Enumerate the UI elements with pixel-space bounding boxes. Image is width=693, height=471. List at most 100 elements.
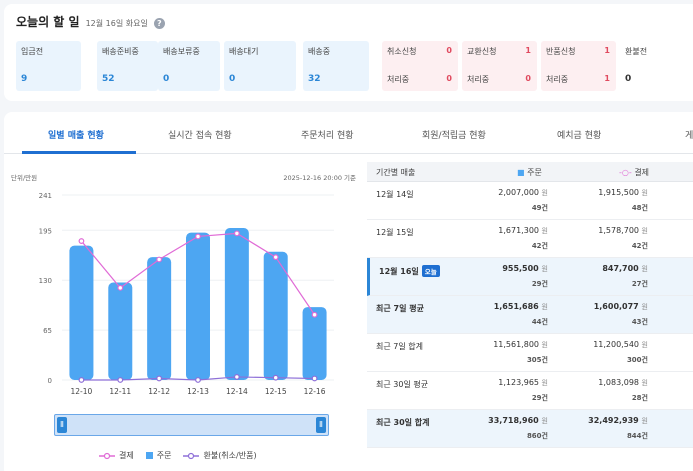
stat-preparing[interactable]: 배송준비중 52 [97,41,158,91]
todo-card: 오늘의 할 일 12월 16일 화요일 ? 입금전 9 배송준비중 52 배송보… [4,4,693,101]
x-tick-label: 12-16 [304,387,326,396]
line-circle-icon [183,452,200,459]
order-amount: 33,718,960 원 [488,416,548,425]
x-tick-label: 12-14 [226,387,248,396]
col-period: 기간별 매출 [376,168,416,177]
slider-right-handle[interactable]: Ⅱ [316,417,326,433]
claim-label: 취소신청 [387,47,417,56]
chart-unit: 단위/만원 [11,174,38,182]
stat-shipping[interactable]: 배송중 32 [303,41,369,91]
tab-deposit[interactable]: 예치금 현황 [557,131,602,141]
stat-pending-payment[interactable]: 입금전 9 [16,41,81,91]
bar [263,251,288,380]
stat-waiting[interactable]: 배송대기 0 [224,41,296,91]
legend-payment[interactable]: 결제 [99,450,134,461]
claim-label: 반품신청 [546,47,576,56]
order-amount: 11,561,800 원 [493,340,548,349]
chart-range-slider[interactable]: Ⅱ Ⅱ [54,414,329,436]
payment-count: 48건 [631,204,648,212]
payment-count: 27건 [631,280,648,288]
claim-sub-value[interactable]: 0 [525,74,531,83]
stat-value[interactable]: 32 [308,74,321,84]
payment-count: 43건 [631,318,648,326]
row-label: 12월 15일 [376,228,414,237]
row-label: 최근 30일 평균 [376,380,429,389]
stat-value[interactable]: 52 [102,74,115,84]
today-date: 12월 16일 화요일 [85,19,148,28]
help-icon[interactable]: ? [153,18,165,29]
bar [147,257,172,380]
row-label: 최근 30일 합계 [376,418,430,427]
row-label: 최근 7일 합계 [376,342,423,351]
payment-amount: 1,578,700 원 [598,226,648,235]
data-point [117,377,124,383]
row-label: 12월 16일 오늘 [379,265,440,277]
y-tick-label: 195 [39,227,52,235]
data-point [156,375,163,382]
legend-refund[interactable]: 환불(취소/반품) [183,450,257,461]
x-tick-label: 12-12 [148,387,170,396]
claim-sub-label: 처리중 [546,75,569,84]
stat-on-hold[interactable]: 배송보류중 0 [158,41,220,91]
claim-value[interactable]: 1 [525,46,531,55]
col-payment: -○- 결제 [619,168,650,177]
order-count: 305건 [526,356,548,364]
x-tick-label: 12-13 [187,387,209,396]
claim-cancel[interactable]: 취소신청 0 처리중 0 [382,41,458,91]
tab-more[interactable]: 게 [685,131,693,141]
order-count: 44건 [531,318,548,326]
today-badge: 오늘 [421,265,440,277]
y-tick-label: 130 [39,277,52,285]
col-order: ■ 주문 [517,168,542,177]
data-point [78,238,85,244]
stat-value[interactable]: 0 [163,74,170,84]
table-row: 12월 14일 2,007,000 원 49건 1,915,500 원 48건 [367,182,693,220]
tab-daily-sales[interactable]: 일별 매출 현황 [48,131,104,141]
stat-label: 배송보류중 [163,47,200,56]
chart-svg: 0 65 130 195 241 12-10 12-11 12-12 12-13 12-14 12-… [39,192,334,396]
data-point [272,374,279,381]
data-point [156,256,163,263]
todo-header: 오늘의 할 일 12월 16일 화요일 ? [16,13,165,30]
sales-chart: 단위/만원 2025-12-16 20:00 기준 0 65 130 195 241 12… [4,154,364,471]
row-label: 최근 7일 평균 [376,304,424,313]
payment-amount: 11,200,540 원 [593,340,648,349]
claim-value[interactable]: 0 [446,46,452,55]
stat-value[interactable]: 0 [229,74,236,84]
claim-sub-label: 처리중 [467,75,490,84]
table-row: 최근 30일 평균 1,123,965 원 29건 1,083,098 원 28건 [367,372,693,410]
claim-return[interactable]: 반품신청 1 처리중 1 [541,41,616,91]
slider-left-handle[interactable]: Ⅱ [57,417,67,433]
payment-amount: 1,600,077 원 [593,302,648,311]
bar [224,228,249,380]
payment-count: 300건 [626,356,648,364]
data-point [117,284,124,291]
order-count: 49건 [531,204,548,212]
legend-label: 결제 [119,451,134,460]
data-point [233,374,240,380]
claim-sub-value[interactable]: 0 [446,74,452,83]
tab-member-points[interactable]: 회원/적립금 현황 [422,131,486,141]
stat-value[interactable]: 9 [21,74,28,84]
tab-order-processing[interactable]: 주문처리 현황 [301,131,354,141]
table-body: 12월 14일 2,007,000 원 49건 1,915,500 원 48건 12월 1… [367,182,693,448]
bar [302,307,327,380]
legend-order[interactable]: 주문 [145,450,171,461]
bar [186,232,210,380]
square-icon [145,452,153,459]
claim-value[interactable]: 1 [604,46,610,55]
data-point [78,377,85,383]
data-point [233,230,240,237]
claim-sub-value[interactable]: 1 [604,74,610,83]
x-tick-label: 12-11 [109,387,131,396]
tab-realtime-access[interactable]: 실시간 접속 현황 [168,131,232,141]
sales-table: 기간별 매출 ■ 주문 -○- 결제 12월 14일 2,007,000 원 49건… [367,162,693,448]
payment-count: 844건 [626,432,648,440]
chart-timestamp: 2025-12-16 20:00 기준 [283,174,356,182]
order-count: 29건 [531,280,548,288]
stat-refund[interactable]: 환불전 0 [620,41,690,91]
claim-exchange[interactable]: 교환신청 1 처리중 0 [462,41,537,91]
stat-value[interactable]: 0 [625,74,632,84]
table-row: 최근 30일 합계 33,718,960 원 860건 32,492,939 원 844… [367,410,693,448]
stat-label: 배송준비중 [102,47,139,56]
